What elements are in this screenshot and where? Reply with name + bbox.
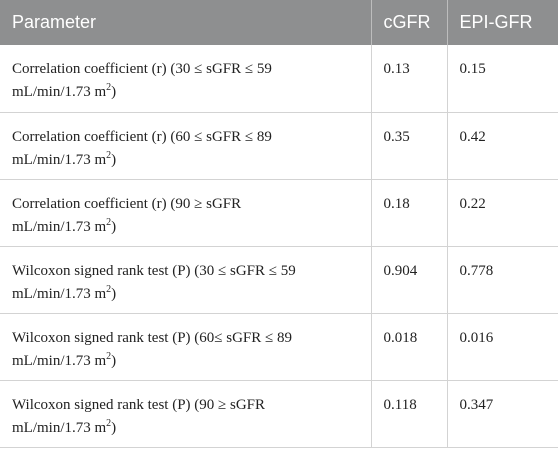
superscript: 2 — [106, 417, 112, 429]
table-row: Correlation coefficient (r) (90 ≥ sGFR m… — [0, 179, 558, 247]
table-row: Correlation coefficient (r) (60 ≤ sGFR ≤… — [0, 112, 558, 180]
parameter-close: ) — [111, 352, 117, 369]
epi-gfr-cell: 0.016 — [446, 313, 558, 381]
parameter-text: Correlation coefficient (r) (30 ≤ sGFR ≤… — [12, 58, 312, 104]
cgfr-cell: 0.13 — [370, 45, 447, 113]
parameter-label: Wilcoxon signed rank test (P) (30 ≤ sGFR… — [12, 262, 296, 302]
table-row: Wilcoxon signed rank test (P) (90 ≥ sGFR… — [0, 380, 558, 448]
parameter-label: Correlation coefficient (r) (60 ≤ sGFR ≤… — [12, 128, 272, 168]
header-cell: Parameter — [0, 0, 371, 45]
superscript: 2 — [106, 283, 112, 295]
parameter-cell: Wilcoxon signed rank test (P) (90 ≥ sGFR… — [0, 380, 371, 448]
cgfr-cell: 0.35 — [370, 112, 447, 180]
cgfr-cell: 0.118 — [370, 380, 447, 448]
epi-gfr-cell: 0.22 — [446, 179, 558, 247]
parameter-text: Wilcoxon signed rank test (P) (30 ≤ sGFR… — [12, 260, 312, 306]
table-row: Correlation coefficient (r) (30 ≤ sGFR ≤… — [0, 45, 558, 113]
header-cell: cGFR — [370, 0, 447, 45]
parameter-label: Correlation coefficient (r) (90 ≥ sGFR m… — [12, 195, 242, 235]
epi-gfr-cell: 0.15 — [446, 45, 558, 113]
parameter-text: Correlation coefficient (r) (60 ≤ sGFR ≤… — [12, 126, 312, 172]
parameter-cell: Wilcoxon signed rank test (P) (30 ≤ sGFR… — [0, 246, 371, 314]
cgfr-cell: 0.18 — [370, 179, 447, 247]
parameter-label: Wilcoxon signed rank test (P) (90 ≥ sGFR… — [12, 396, 266, 436]
table-row: Wilcoxon signed rank test (P) (60≤ sGFR … — [0, 313, 558, 381]
parameter-close: ) — [111, 84, 117, 100]
cgfr-cell: 0.904 — [370, 246, 447, 314]
parameter-close: ) — [111, 218, 117, 235]
parameter-close: ) — [111, 419, 117, 436]
parameter-close: ) — [111, 285, 117, 302]
table-header: Parameter cGFR EPI-GFR — [0, 0, 558, 45]
parameter-text: Correlation coefficient (r) (90 ≥ sGFR m… — [12, 193, 312, 239]
header-row: Parameter cGFR EPI-GFR — [0, 0, 558, 45]
table-body: Correlation coefficient (r) (30 ≤ sGFR ≤… — [0, 45, 558, 448]
parameter-text: Wilcoxon signed rank test (P) (90 ≥ sGFR… — [12, 394, 312, 440]
header-cell: EPI-GFR — [446, 0, 558, 45]
cgfr-cell: 0.018 — [370, 313, 447, 381]
parameter-close: ) — [111, 151, 117, 168]
superscript: 2 — [106, 350, 112, 362]
epi-gfr-cell: 0.347 — [446, 380, 558, 448]
parameter-label: Correlation coefficient (r) (30 ≤ sGFR ≤… — [12, 61, 272, 100]
epi-gfr-cell: 0.778 — [446, 246, 558, 314]
table-row: Wilcoxon signed rank test (P) (30 ≤ sGFR… — [0, 246, 558, 314]
superscript: 2 — [106, 216, 112, 228]
parameter-cell: Correlation coefficient (r) (60 ≤ sGFR ≤… — [0, 112, 371, 180]
parameter-text: Wilcoxon signed rank test (P) (60≤ sGFR … — [12, 327, 312, 373]
parameter-cell: Correlation coefficient (r) (90 ≥ sGFR m… — [0, 179, 371, 247]
epi-gfr-cell: 0.42 — [446, 112, 558, 180]
parameter-label: Wilcoxon signed rank test (P) (60≤ sGFR … — [12, 329, 293, 369]
superscript: 2 — [106, 82, 112, 93]
parameter-cell: Correlation coefficient (r) (30 ≤ sGFR ≤… — [0, 45, 371, 113]
parameter-cell: Wilcoxon signed rank test (P) (60≤ sGFR … — [0, 313, 371, 381]
superscript: 2 — [106, 149, 112, 161]
